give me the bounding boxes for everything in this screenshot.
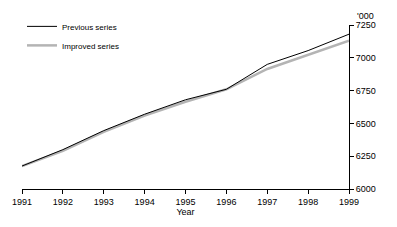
- svg-text:1995: 1995: [175, 197, 195, 207]
- svg-text:1998: 1998: [298, 197, 318, 207]
- svg-text:Improved series: Improved series: [62, 42, 119, 51]
- svg-text:6250: 6250: [356, 151, 376, 161]
- svg-text:1993: 1993: [94, 197, 114, 207]
- svg-text:6000: 6000: [356, 184, 376, 194]
- svg-text:1991: 1991: [12, 197, 32, 207]
- svg-text:1994: 1994: [135, 197, 155, 207]
- svg-text:Previous series: Previous series: [62, 23, 117, 32]
- svg-text:6500: 6500: [356, 119, 376, 129]
- svg-text:1997: 1997: [257, 197, 277, 207]
- svg-text:7250: 7250: [356, 20, 376, 30]
- svg-text:'000: '000: [357, 11, 374, 21]
- svg-text:1992: 1992: [53, 197, 73, 207]
- svg-text:1996: 1996: [216, 197, 236, 207]
- svg-text:Year: Year: [176, 207, 194, 217]
- svg-text:6750: 6750: [356, 86, 376, 96]
- svg-text:1999: 1999: [339, 197, 359, 207]
- svg-text:7000: 7000: [356, 53, 376, 63]
